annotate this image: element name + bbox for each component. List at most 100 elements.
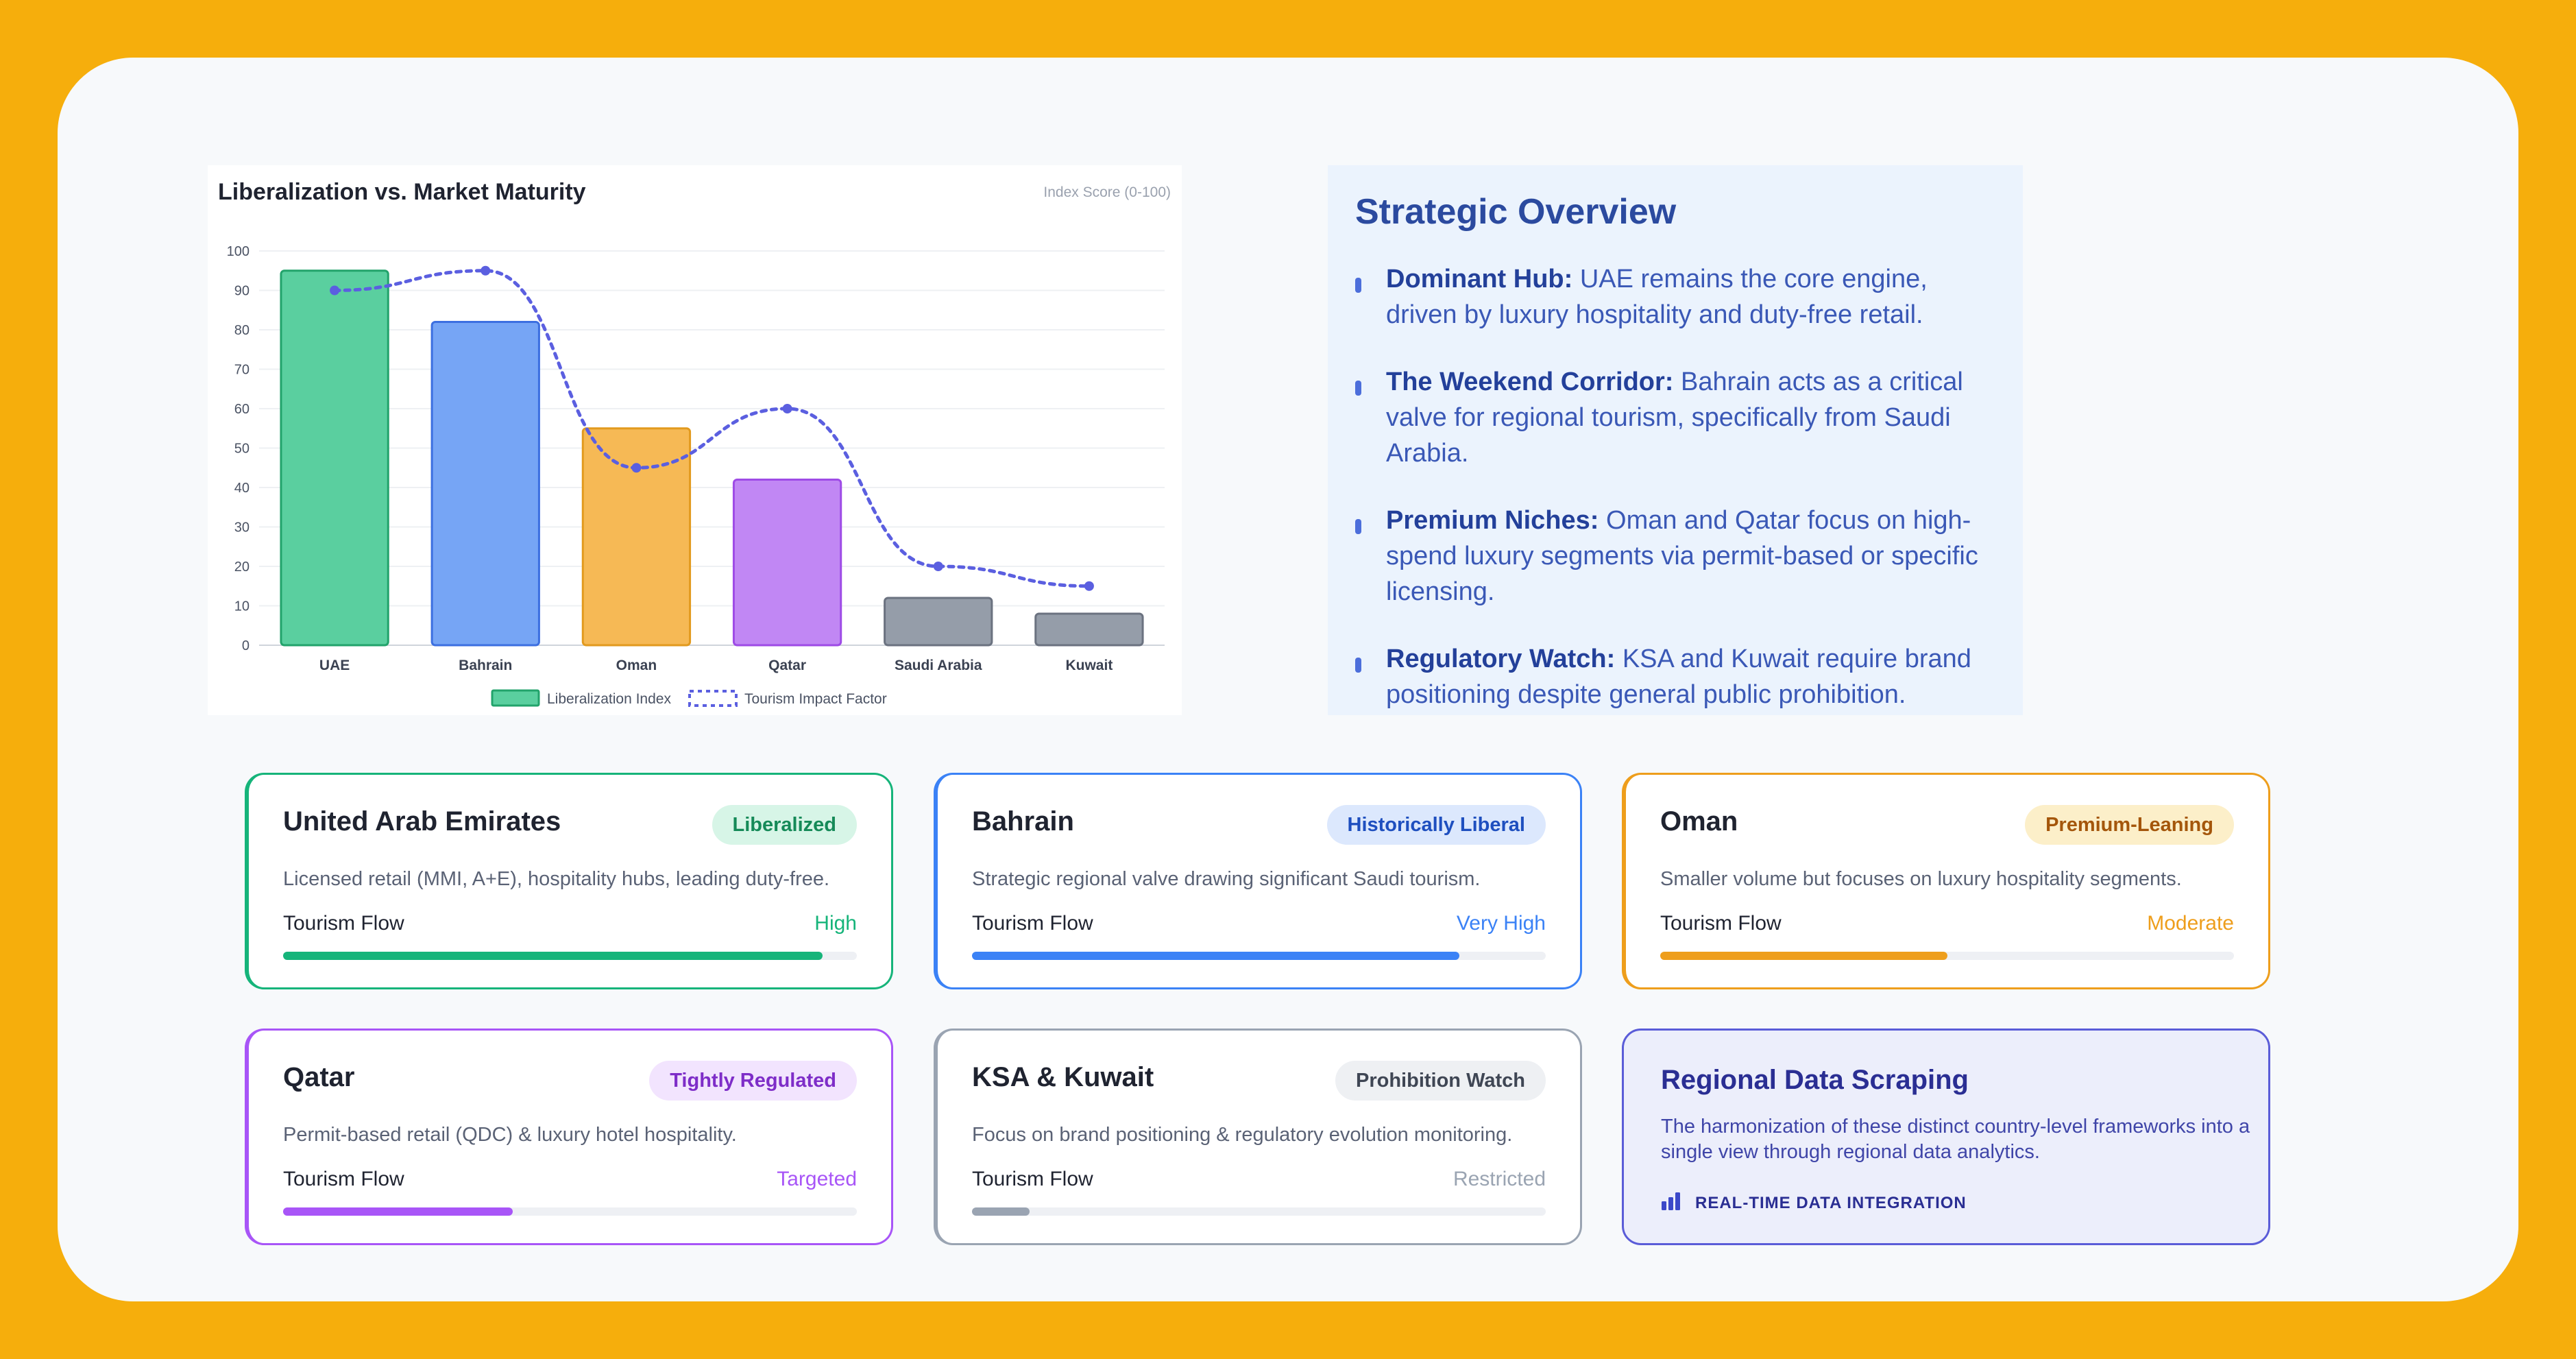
tourism-flow-value: Very High — [1456, 912, 1546, 935]
tourism-flow-bar — [1660, 952, 2234, 960]
tourism-flow-value: Restricted — [1453, 1168, 1546, 1190]
tourism-flow-fill — [283, 952, 823, 960]
tourism-flow-fill — [972, 1207, 1030, 1216]
y-tick-label: 70 — [234, 363, 250, 378]
liberalization-chart: Liberalization vs. Market Maturity Index … — [218, 179, 1171, 707]
chart-title: Liberalization vs. Market Maturity — [218, 179, 586, 205]
bar — [581, 427, 692, 647]
status-badge: Historically Liberal — [1326, 805, 1546, 845]
line-point — [782, 404, 792, 413]
scrape-description: The harmonization of these distinct coun… — [1661, 1116, 2250, 1163]
scrape-tag: REAL-TIME DATA INTEGRATION — [1661, 1192, 1967, 1215]
status-badge: Liberalized — [712, 805, 857, 845]
tourism-flow-bar — [972, 1207, 1546, 1216]
card-description: Focus on brand positioning & regulatory … — [972, 1124, 1513, 1146]
overview-item-heading: Premium Niches: — [1386, 506, 1599, 535]
card-description: Licensed retail (MMI, A+E), hospitality … — [283, 868, 830, 890]
country-card: Qatar Tightly Regulated Permit-based retai… — [245, 1029, 893, 1245]
strategic-overview-panel: Strategic Overview Dominant Hub: UAE rem… — [1328, 165, 2023, 715]
country-card: United Arab Emirates Liberalized Licensed … — [245, 773, 893, 989]
tourism-flow-label: Tourism Flow — [283, 912, 404, 935]
tourism-flow-bar — [283, 952, 857, 960]
x-tick-label: Kuwait — [1065, 658, 1113, 673]
line-point — [933, 562, 943, 571]
y-tick-label: 0 — [242, 638, 250, 653]
bar-chart-icon — [1661, 1192, 1681, 1215]
status-badge: Prohibition Watch — [1335, 1061, 1546, 1101]
legend-label-liberalization: Liberalization Index — [547, 691, 671, 707]
card-title: Oman — [1660, 806, 1738, 837]
card-description: Smaller volume but focuses on luxury hos… — [1660, 868, 2182, 890]
y-tick-label: 20 — [234, 560, 250, 575]
y-tick-label: 80 — [234, 323, 250, 338]
card-title: United Arab Emirates — [283, 806, 561, 837]
overview-item: Dominant Hub: UAE remains the core engin… — [1355, 261, 1995, 333]
overview-list: Dominant Hub: UAE remains the core engin… — [1355, 261, 1995, 712]
y-tick-label: 40 — [234, 481, 250, 496]
bullet-marker — [1355, 381, 1361, 396]
overview-item-heading: The Weekend Corridor: — [1386, 368, 1674, 396]
tourism-flow-value: Targeted — [777, 1168, 857, 1190]
overview-title: Strategic Overview — [1355, 192, 1677, 232]
bar — [1034, 612, 1144, 647]
y-tick-label: 50 — [234, 442, 250, 457]
overview-item-text: KSA and Kuwait require brand positioning… — [1386, 645, 1971, 709]
tourism-flow-fill — [972, 952, 1460, 960]
overview-item-heading: Dominant Hub: — [1386, 265, 1573, 293]
tourism-flow-label: Tourism Flow — [972, 912, 1093, 935]
x-tick-label: Qatar — [768, 658, 806, 673]
tourism-flow-label: Tourism Flow — [283, 1168, 404, 1190]
country-card: Oman Premium-Leaning Smaller volume but fo… — [1622, 773, 2270, 989]
overview-item: The Weekend Corridor: Bahrain acts as a … — [1355, 364, 1995, 471]
overview-item-heading: Regulatory Watch: — [1386, 645, 1616, 673]
tourism-flow-fill — [1660, 952, 1947, 960]
bullet-marker — [1355, 658, 1361, 673]
tourism-flow-fill — [283, 1207, 513, 1216]
card-title: Qatar — [283, 1062, 355, 1092]
bullet-marker — [1355, 519, 1361, 534]
tourism-flow-value: High — [814, 912, 857, 935]
status-badge: Tightly Regulated — [649, 1061, 857, 1101]
regional-data-scraping-card: Regional Data Scraping The harmonization… — [1622, 1029, 2270, 1245]
tourism-flow-label: Tourism Flow — [972, 1168, 1093, 1190]
card-description: Permit-based retail (QDC) & luxury hotel… — [283, 1124, 737, 1146]
country-card: KSA & Kuwait Prohibition Watch Focus on br… — [934, 1029, 1582, 1245]
scrape-tag-label: REAL-TIME DATA INTEGRATION — [1695, 1194, 1967, 1212]
legend-swatch-tourism — [688, 690, 738, 707]
x-tick-label: Saudi Arabia — [895, 658, 982, 673]
x-tick-label: Oman — [616, 658, 657, 673]
tourism-flow-bar — [972, 952, 1546, 960]
tourism-flow-value: Moderate — [2147, 912, 2234, 935]
x-tick-label: Bahrain — [459, 658, 512, 673]
status-badge: Premium-Leaning — [2025, 805, 2234, 845]
bar — [280, 269, 389, 647]
chart-card: Liberalization vs. Market Maturity Index … — [208, 165, 1182, 715]
bar — [732, 479, 842, 647]
card-description: Strategic regional valve drawing signifi… — [972, 868, 1481, 890]
y-tick-label: 10 — [234, 599, 250, 614]
country-card: Bahrain Historically Liberal Strategic reg… — [934, 773, 1582, 989]
tourism-flow-bar — [283, 1207, 857, 1216]
card-title: Bahrain — [972, 806, 1074, 837]
line-point — [330, 285, 340, 296]
bar — [430, 321, 540, 647]
overview-item-text: Bahrain acts as a critical valve for reg… — [1386, 368, 1963, 468]
tourism-flow-label: Tourism Flow — [1660, 912, 1782, 935]
chart-subtitle: Index Score (0-100) — [1043, 184, 1171, 200]
card-title: KSA & Kuwait — [972, 1062, 1154, 1092]
overview-item: Premium Niches: Oman and Qatar focus on … — [1355, 503, 1995, 610]
overview-item-text: Oman and Qatar focus on high-spend luxur… — [1386, 506, 1978, 606]
legend-label-tourism: Tourism Impact Factor — [744, 691, 887, 707]
y-tick-label: 60 — [234, 402, 250, 417]
y-tick-label: 90 — [234, 284, 250, 299]
overview-item: Regulatory Watch: KSA and Kuwait require… — [1355, 641, 1995, 712]
line-point — [631, 463, 642, 473]
bullet-marker — [1355, 278, 1361, 293]
overview-item-text: UAE remains the core engine, driven by l… — [1386, 265, 1928, 329]
y-tick-label: 100 — [227, 244, 250, 259]
x-tick-label: UAE — [319, 658, 350, 673]
line-point — [1084, 581, 1094, 591]
scrape-title: Regional Data Scraping — [1661, 1065, 1969, 1095]
y-tick-label: 30 — [234, 520, 250, 536]
legend-swatch-liberalization — [491, 689, 540, 707]
